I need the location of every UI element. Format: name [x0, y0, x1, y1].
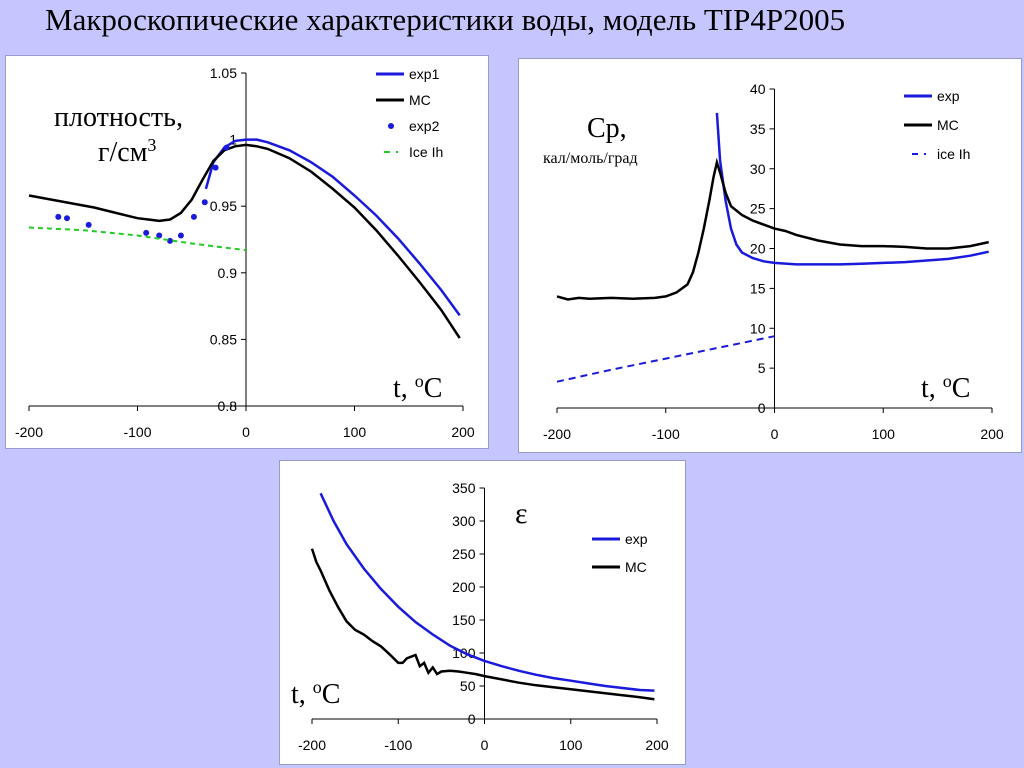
x-tick-label: -100 — [384, 737, 412, 753]
x-tick-label: 0 — [242, 424, 250, 440]
y-tick-label: 250 — [452, 546, 476, 562]
x-tick-label: 100 — [343, 424, 367, 440]
series-point-exp2 — [55, 213, 62, 220]
cp-chart-panel: -200 -100 0 100 200 0 5 10 15 20 25 30 35 40 exp MC ice… — [518, 58, 1022, 453]
x-tick-label: -200 — [298, 737, 326, 753]
series-line-mc — [310, 548, 655, 701]
y-tick-label: 0.9 — [218, 265, 238, 281]
y-tick-label: 300 — [452, 513, 476, 529]
eps-chart-panel: -200 -100 0 100 200 0 50 100 150 200 250 300 350 exp… — [279, 460, 686, 765]
x-tick-label: -200 — [15, 424, 43, 440]
y-tick-label: 0.8 — [218, 398, 238, 414]
series-point-exp2 — [167, 237, 174, 244]
density-ylabel-line2: г/см3 — [98, 135, 156, 168]
cp-ylabel-line2: кал/моль/град — [543, 150, 638, 167]
series-line-mc — [556, 157, 989, 301]
y-tick-label: 0.95 — [210, 198, 237, 214]
x-tick-label: 0 — [481, 737, 489, 753]
series-line-exp — [715, 112, 989, 266]
y-tick-label: 10 — [750, 320, 766, 336]
legend-label-mc: MC — [937, 117, 959, 133]
y-tick-label: 50 — [460, 678, 476, 694]
x-tick-label: -100 — [652, 426, 680, 442]
y-tick-label: 5 — [758, 360, 766, 376]
legend-label-exp1: exp1 — [409, 66, 440, 82]
legend-label-exp: exp — [937, 88, 960, 104]
y-tick-label: 1 — [229, 132, 237, 148]
cp-ylabel-line1: Cp, — [587, 113, 627, 144]
x-tick-label: 200 — [451, 424, 475, 440]
series-line-mc — [28, 143, 461, 339]
legend-label-ice-ih: Ice Ih — [409, 144, 443, 160]
series-line-exp1 — [204, 138, 461, 317]
y-tick-label: 30 — [750, 161, 766, 177]
density-chart-panel: -200 -100 0 100 200 0.8 0.85 0.9 0.95 1 1.05 exp1 M… — [5, 55, 489, 449]
density-chart: -200 -100 0 100 200 0.8 0.85 0.9 0.95 1 1.05 exp1 M… — [15, 65, 475, 440]
y-tick-label: 35 — [750, 121, 766, 137]
x-tick-label: 200 — [645, 737, 669, 753]
density-ylabel-line1: плотность, — [54, 102, 183, 133]
y-tick-label: 20 — [750, 241, 766, 257]
series-line-exp — [319, 492, 655, 692]
series-point-exp2 — [212, 164, 219, 171]
legend-swatch-exp2 — [388, 123, 394, 129]
x-tick-label: 100 — [872, 426, 896, 442]
y-tick-label: 1.05 — [210, 65, 237, 81]
series-point-exp2 — [223, 144, 230, 151]
x-tick-label: -200 — [543, 426, 571, 442]
series-point-exp2 — [63, 215, 70, 222]
y-tick-label: 15 — [750, 280, 766, 296]
legend-label-exp2: exp2 — [409, 118, 440, 134]
series-point-exp2 — [143, 229, 150, 236]
series-line-ice-ih — [28, 226, 247, 252]
series-line-ice-ih — [556, 335, 775, 383]
x-tick-label: -100 — [123, 424, 151, 440]
y-tick-label: 25 — [750, 201, 766, 217]
y-tick-label: 40 — [750, 81, 766, 97]
y-tick-label: 0.85 — [210, 331, 237, 347]
legend-label-exp: exp — [625, 531, 648, 547]
slide-title: Макроскопические характеристики воды, мо… — [45, 2, 846, 37]
eps-symbol: ε — [515, 497, 528, 530]
x-tick-label: 200 — [980, 426, 1004, 442]
y-tick-label: 150 — [452, 612, 476, 628]
density-xlabel: t, oC — [393, 371, 442, 404]
series-point-exp2 — [201, 199, 208, 206]
series-point-exp2 — [177, 232, 184, 239]
y-tick-label: 0 — [758, 400, 766, 416]
legend-label-ice-ih: ice Ih — [937, 146, 970, 162]
legend-label-mc: MC — [409, 92, 431, 108]
series-point-exp2 — [156, 232, 163, 239]
cp-xlabel: t, oC — [921, 371, 970, 404]
y-tick-label: 0 — [468, 711, 476, 727]
eps-xlabel: t, oC — [291, 677, 340, 710]
cp-chart: -200 -100 0 100 200 0 5 10 15 20 25 30 35 40 exp MC ice… — [543, 81, 1004, 442]
x-tick-label: 0 — [771, 426, 779, 442]
legend-label-mc: MC — [625, 559, 647, 575]
series-point-exp2 — [85, 221, 92, 228]
y-tick-label: 200 — [452, 579, 476, 595]
y-tick-label: 350 — [452, 480, 476, 496]
x-tick-label: 100 — [559, 737, 583, 753]
series-point-exp2 — [190, 213, 197, 220]
